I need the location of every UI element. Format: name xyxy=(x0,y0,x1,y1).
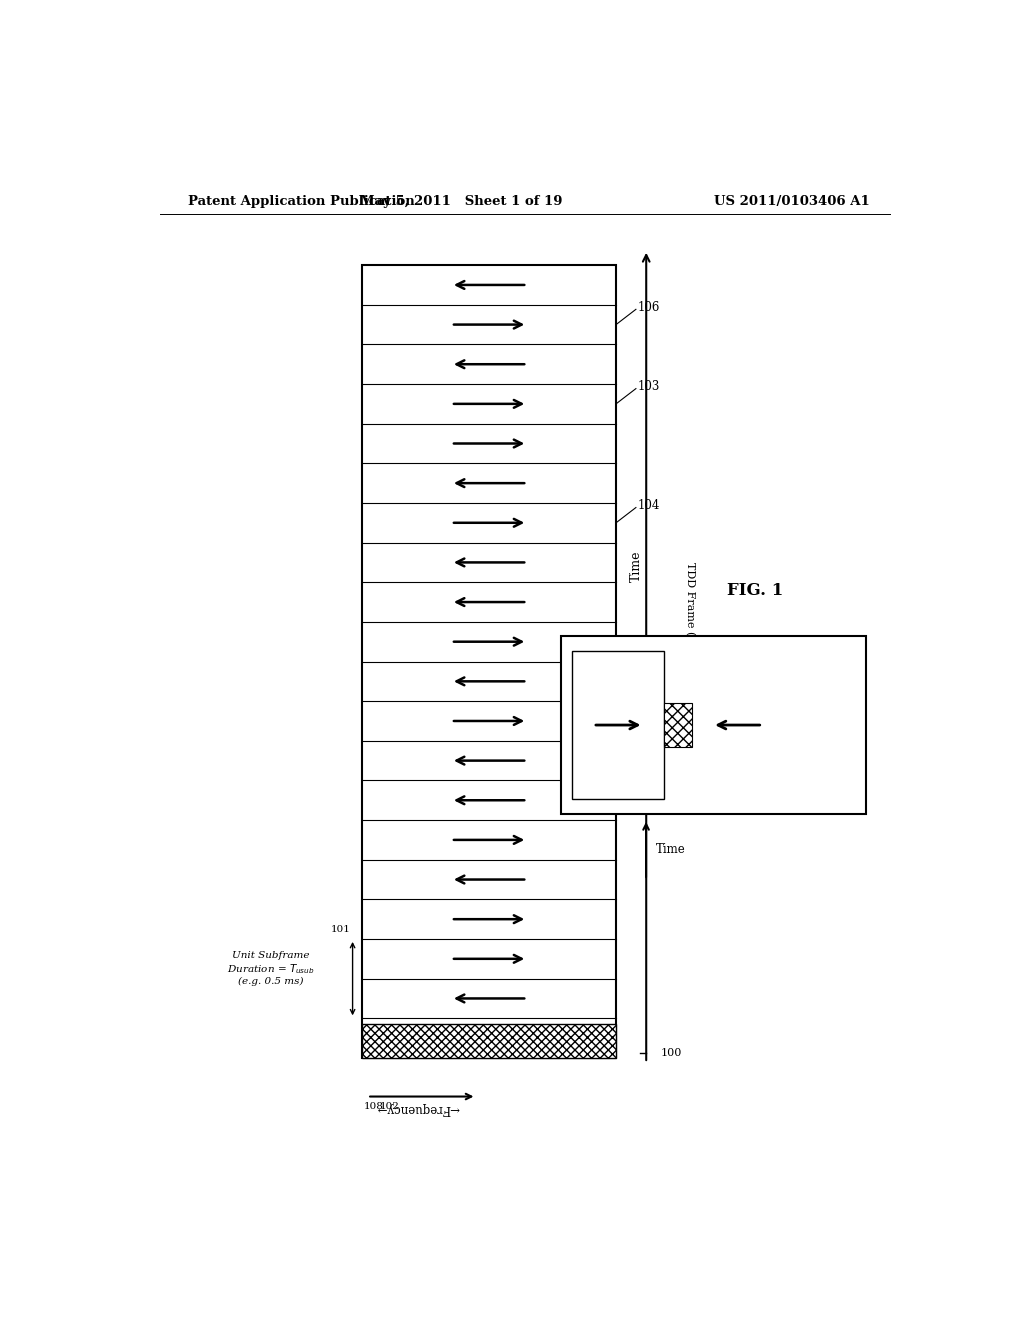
Bar xyxy=(572,651,665,799)
Text: 108: 108 xyxy=(364,1102,384,1110)
Bar xyxy=(560,636,866,814)
Text: Time: Time xyxy=(655,843,685,857)
Text: 102: 102 xyxy=(380,1102,399,1110)
Text: 105: 105 xyxy=(638,657,659,671)
Text: DL Subframe: DL Subframe xyxy=(584,758,653,767)
Text: May 5, 2011   Sheet 1 of 19: May 5, 2011 Sheet 1 of 19 xyxy=(360,194,562,207)
Text: TDD Frame (e.g. Duration = 10ms): TDD Frame (e.g. Duration = 10ms) xyxy=(685,562,695,760)
Text: Patent Application Publication: Patent Application Publication xyxy=(187,194,415,207)
Text: Time: Time xyxy=(630,550,643,582)
Text: 100: 100 xyxy=(660,1048,682,1057)
Text: ←Frequency→: ←Frequency→ xyxy=(376,1102,460,1114)
Text: Frame Sync
and Control: Frame Sync and Control xyxy=(797,706,860,726)
Bar xyxy=(665,704,691,747)
Text: UL Subframe: UL Subframe xyxy=(702,758,772,767)
Text: 106: 106 xyxy=(638,301,659,314)
Bar xyxy=(362,265,616,1057)
Text: 103: 103 xyxy=(638,380,659,393)
Text: US 2011/0103406 A1: US 2011/0103406 A1 xyxy=(715,194,870,207)
Text: FIG. 1: FIG. 1 xyxy=(727,582,783,599)
Text: 104: 104 xyxy=(638,499,659,512)
Bar xyxy=(362,1024,616,1057)
Text: Unit Subframe
Duration = $T_{usub}$
(e.g. 0.5 ms): Unit Subframe Duration = $T_{usub}$ (e.g… xyxy=(227,950,314,986)
Text: 101: 101 xyxy=(331,925,350,935)
